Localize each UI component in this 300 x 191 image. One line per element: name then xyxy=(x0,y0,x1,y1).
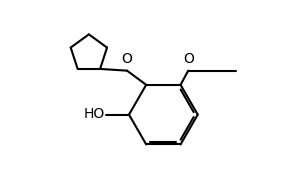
Text: O: O xyxy=(122,53,133,66)
Text: HO: HO xyxy=(84,107,105,121)
Text: O: O xyxy=(183,53,194,66)
